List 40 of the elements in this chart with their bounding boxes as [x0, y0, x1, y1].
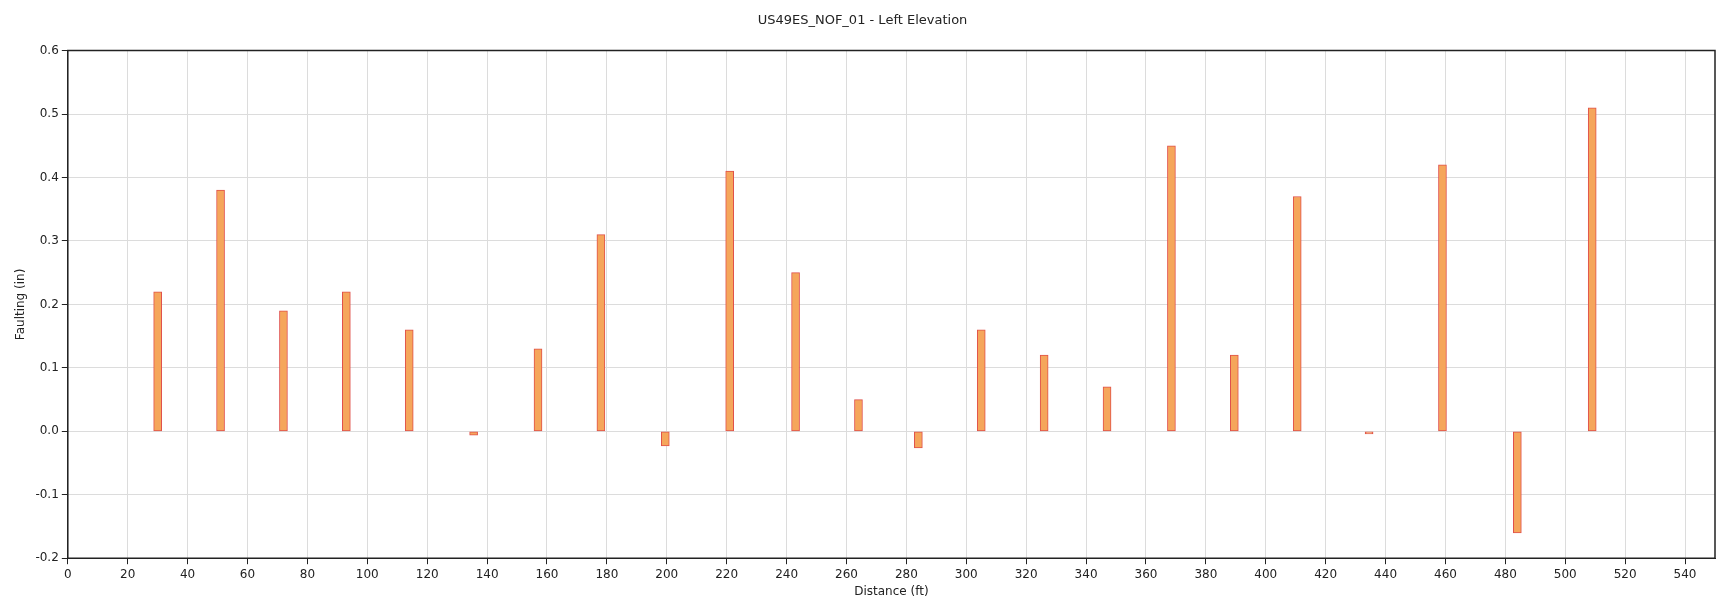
x-tick-label: 300 [954, 566, 978, 581]
x-tick-label: 0 [63, 566, 72, 581]
y-tick-label: 0.6 [39, 42, 59, 57]
x-tick-label: 160 [535, 566, 559, 581]
x-tick-label: 400 [1254, 566, 1278, 581]
y-tick-label: -0.1 [35, 486, 59, 501]
x-tick-label: 540 [1673, 566, 1697, 581]
x-tick-label: 60 [239, 566, 256, 581]
y-tick-label: 0.2 [39, 296, 59, 311]
x-tick-label: 440 [1374, 566, 1398, 581]
y-tick-label: 0.5 [39, 106, 59, 121]
x-tick-label: 120 [415, 566, 439, 581]
x-tick-label: 420 [1314, 566, 1338, 581]
y-tick-label: 0.0 [39, 423, 59, 438]
x-tick-label: 220 [715, 566, 739, 581]
x-tick-label: 380 [1194, 566, 1218, 581]
x-tick-label: 40 [179, 566, 196, 581]
x-tick-label: 80 [299, 566, 316, 581]
x-tick-label: 340 [1074, 566, 1098, 581]
x-tick-label: 260 [835, 566, 858, 581]
y-tick-label: -0.2 [35, 550, 59, 565]
x-tick-label: 460 [1434, 566, 1457, 581]
x-tick-label: 240 [775, 566, 799, 581]
x-axis-title: Distance (ft) [854, 583, 929, 598]
x-tick-label: 280 [894, 566, 918, 581]
y-axis-title: Faulting (in) [13, 268, 28, 341]
y-tick-label: 0.3 [39, 233, 59, 248]
x-tick-label: 480 [1493, 566, 1517, 581]
x-tick-label: 180 [595, 566, 619, 581]
y-tick-label: 0.4 [39, 169, 59, 184]
x-tick-label: 360 [1134, 566, 1158, 581]
x-tick-label: 200 [655, 566, 679, 581]
chart-title: US49ES_NOF_01 - Left Elevation [757, 12, 968, 28]
x-tick-label: 320 [1014, 566, 1038, 581]
y-tick-label: 0.1 [39, 359, 59, 374]
x-tick-label: 520 [1613, 566, 1637, 581]
x-tick-label: 140 [475, 566, 499, 581]
x-tick-label: 100 [355, 566, 379, 581]
x-tick-label: 500 [1553, 566, 1577, 581]
x-tick-label: 20 [120, 566, 136, 581]
